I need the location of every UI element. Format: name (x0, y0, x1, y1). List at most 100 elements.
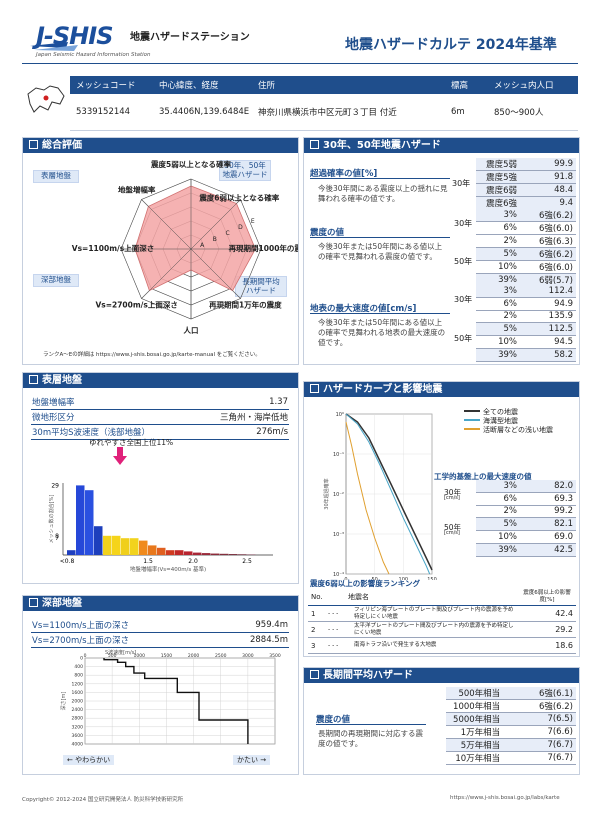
info-header-address: 住所 (258, 81, 276, 91)
hazard-curve-panel: ハザードカーブと影響地震 10⁰ 10⁻¹ 10⁻² 10⁻³ 10⁻⁴ 0 50 100 15… (303, 381, 580, 657)
pga-30-label: 30年 (454, 295, 473, 304)
row-value: 91.8 (520, 170, 576, 184)
eng-30-label: 30年 (444, 488, 462, 497)
histo-x-tick: <0.8 (60, 558, 75, 565)
hcurve-y-tick: 10⁻⁴ (333, 572, 344, 578)
legend-swatch (464, 410, 480, 412)
row-label: 2% (503, 236, 518, 246)
surface-table: 地盤増幅率 1.37 微地形区分 三角州・海岸低地 30m平均S波速度（浅部地盤） 276… (31, 395, 289, 440)
intensity-desc: 今後30年または50年間にある値以上の確率で見舞われる震度の値です。 (318, 242, 443, 261)
ranking-header-row: No. 地震名 震度6弱以上の影響度[%] (308, 589, 576, 606)
histo-bar (112, 535, 121, 555)
row-label: 6% (503, 223, 518, 233)
long-term-label: 震度の値 (316, 715, 351, 725)
table-row: 3% 112.4 (476, 285, 576, 298)
row-value: 112.5 (520, 322, 576, 336)
row-label: 30m平均S波速度（浅部地盤） (32, 428, 150, 438)
hcurve-x-tick: 100 (399, 577, 409, 580)
row-value: 48.4 (520, 183, 576, 197)
legend-swatch (464, 419, 480, 421)
ranking-name: 南海トラフ沿いで発生する大地震 (354, 642, 437, 649)
eng-30-unit: [cm/s] (444, 495, 460, 501)
pga-50-label: 50年 (454, 334, 473, 343)
hazard-curve-header: ハザードカーブと影響地震 (304, 382, 579, 397)
radar-rank-letter-e: E (251, 218, 255, 225)
row-label: 1万年相当 (460, 728, 501, 738)
row-label: 地盤増幅率 (32, 398, 75, 408)
info-elevation: 6m (451, 106, 465, 117)
ranking-value: 29.2 (555, 625, 573, 634)
ranking-row: 2 - - - 太平洋プレートのプレート間及びプレート内の震源を予め特定しにくい地震… (308, 622, 576, 638)
footer-url-link[interactable]: https://www.j-shis.bosai.go.jp/labs/kart… (450, 795, 560, 801)
profile-y-tick: 3200 (72, 724, 84, 730)
row-value: 82.1 (520, 517, 576, 531)
histo-x-tick: 1.5 (143, 558, 153, 565)
histo-bar (85, 490, 94, 555)
deep-title: 深部地盤 (42, 598, 82, 609)
overall-panel: 総合評価 表層地盤 深部地盤 30年、50年 地震ハザード 長期間平均 ハザード… (22, 137, 299, 365)
ranking-table: No. 地震名 震度6弱以上の影響度[%] 1 - - - フィリピン海プレートのプレート… (308, 589, 576, 654)
exceed-table: 震度5弱 99.9 震度5強 91.8 震度6弱 48.4 震度6強 9.4 (476, 158, 576, 210)
intensity-30-label: 30年 (454, 219, 473, 228)
station-name-en: Japan Seismic Hazard Information Station (36, 52, 151, 58)
row-value: 6強(6.0) (538, 263, 573, 273)
row-label: 震度6弱 (476, 183, 520, 197)
eng-table: 3% 82.0 6% 69.3 2% 99.2 5% 82.1 10% 69.0 39% 42.5 (476, 480, 576, 557)
row-value: 42.5 (520, 543, 576, 557)
logo-swoosh-icon (30, 42, 78, 51)
profile-x-tick: 2000 (188, 653, 200, 659)
row-value: 99.9 (520, 158, 576, 171)
hcurve-x-tick: 50 (371, 577, 377, 580)
row-value: 7(6.7) (547, 753, 573, 763)
profile-y-tick: 2400 (72, 707, 84, 713)
info-header-latlon: 中心緯度、経度 (159, 81, 219, 91)
radar-axis-label-5: Vs=2700m/s上面深さ (95, 299, 177, 309)
histo-y-tick: 8 (55, 533, 59, 540)
row-label: 10% (498, 532, 517, 543)
row-label: 500年相当 (446, 687, 504, 700)
profile-x-tick: 3000 (242, 653, 254, 659)
curve-trench-quakes (345, 413, 431, 575)
row-value: 2884.5m (249, 635, 288, 645)
profile-y-tick: 0 (80, 656, 83, 662)
table-row: 震度6強 9.4 (476, 196, 576, 210)
table-row: 5% 6強(6.2) (476, 247, 576, 261)
deep-header: 深部地盤 (23, 596, 298, 611)
row-value: 6弱(5.7) (520, 273, 576, 287)
deep-table: Vs=1100m/s上面の深さ 959.4m Vs=2700m/s上面の深さ 2884… (31, 618, 289, 648)
histo-bar (166, 550, 175, 555)
intensity-title: 震度の値 (310, 228, 345, 238)
pga-table: 3% 112.4 6% 94.9 2% 135.9 5% 112.5 10% 94.5 39% 58.… (476, 285, 576, 362)
row-label: 5万年相当 (446, 738, 504, 752)
histo-y-label: メッシュ数の割合[%] (48, 495, 55, 544)
row-label: 10% (498, 337, 517, 348)
table-row: 6% 69.3 (476, 492, 576, 506)
profile-x-tick: 1000 (134, 653, 146, 659)
radar-axis-overlay (141, 248, 192, 299)
histo-bar (76, 485, 85, 555)
row-value: 58.2 (520, 348, 576, 362)
ranking-header-cell: 地震名 (348, 593, 369, 601)
station-name: 地震ハザードステーション (130, 32, 250, 43)
intensity-table: 3% 6強(6.2) 6% 6強(6.0) 2% 6強(6.3) 5% 6強(6.2) 10% 6… (476, 209, 576, 287)
table-row: 5% 112.5 (476, 322, 576, 336)
eng-title: 工学的基盤上の最大速度の値 (434, 472, 532, 481)
row-value: 94.5 (554, 337, 573, 348)
row-value: 82.0 (520, 480, 576, 493)
radar-rank-letter-a: A (200, 242, 205, 249)
row-value: 69.0 (554, 532, 573, 543)
row-value: 69.3 (554, 493, 573, 504)
tag-long-term: 長期間平均 ハザード (235, 276, 287, 297)
row-label: Vs=1100m/s上面の深さ (32, 621, 130, 631)
long-term-table: 500年相当 6強(6.1) 1000年相当 6強(6.2) 5000年相当 7(6.5)… (446, 687, 576, 765)
long-term-panel: 長期間平均ハザード 震度の値 長期間の再現期間に対応する震度の値です。 500年… (303, 667, 580, 775)
table-row: 5% 82.1 (476, 517, 576, 531)
surface-histogram: 29 87 <0.8 1.5 2.0 2.5 地盤増幅率(Vs=400m/s 基準) メッシュ… (48, 482, 273, 573)
surface-title: 表層地盤 (42, 375, 82, 386)
row-label: 3% (476, 480, 520, 493)
legend-label: 全ての地震 (483, 408, 518, 416)
row-label: 震度6強 (476, 196, 520, 210)
info-population: 850～900人 (494, 107, 544, 118)
info-address: 神奈川県横浜市中区元町３丁目 付近 (258, 107, 397, 118)
hcurve-y-tick: 10⁻² (333, 492, 344, 498)
